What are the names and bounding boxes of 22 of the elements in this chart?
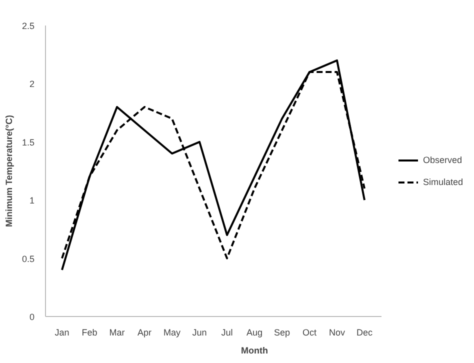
y-tick-label: 2.5 <box>22 21 35 31</box>
x-tick-label: Dec <box>356 328 373 338</box>
x-tick-label: Apr <box>137 328 152 338</box>
y-tick-label: 0.5 <box>22 254 35 264</box>
x-tick-label: Jun <box>192 328 207 338</box>
x-tick-label: Jul <box>221 328 233 338</box>
y-tick-label: 1 <box>29 196 35 206</box>
x-tick-label: Mar <box>109 328 125 338</box>
y-tick-label: 0 <box>29 312 35 322</box>
y-tick-label: 1.5 <box>22 137 35 148</box>
legend-label: Simulated <box>422 176 463 186</box>
x-tick-label: May <box>164 328 181 338</box>
x-tick-label: Sep <box>274 328 290 338</box>
y-axis-title: Minimum Temperature(°C) <box>4 115 14 227</box>
x-axis-title: Month <box>241 346 268 356</box>
x-tick-label: Feb <box>82 328 98 338</box>
x-tick-label: Oct <box>302 328 317 338</box>
y-tick-label: 2 <box>29 79 35 90</box>
x-tick-label: Nov <box>329 328 346 338</box>
x-tick-label: Aug <box>246 328 263 338</box>
x-tick-label: Jan <box>54 328 70 338</box>
legend-label: Observed <box>422 154 462 164</box>
